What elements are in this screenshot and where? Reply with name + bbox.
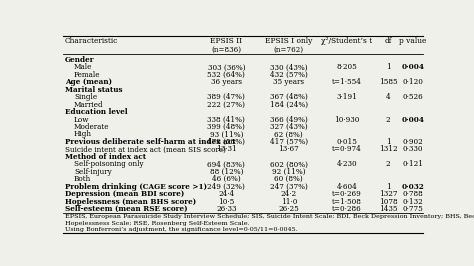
Text: High: High bbox=[74, 131, 92, 139]
Text: p value: p value bbox=[399, 37, 427, 45]
Text: 0·120: 0·120 bbox=[402, 78, 423, 86]
Text: 62 (8%): 62 (8%) bbox=[274, 131, 303, 139]
Text: 1312: 1312 bbox=[379, 146, 397, 153]
Text: t=0·974: t=0·974 bbox=[332, 146, 362, 153]
Text: df: df bbox=[384, 37, 392, 45]
Text: 694 (83%): 694 (83%) bbox=[208, 160, 246, 168]
Text: 24·2: 24·2 bbox=[281, 190, 297, 198]
Text: Method of index act: Method of index act bbox=[65, 153, 146, 161]
Text: 0·032: 0·032 bbox=[401, 183, 424, 191]
Text: 1435: 1435 bbox=[379, 205, 397, 213]
Text: 0·121: 0·121 bbox=[402, 160, 423, 168]
Text: 88 (12%): 88 (12%) bbox=[210, 168, 243, 176]
Text: Marital status: Marital status bbox=[65, 86, 122, 94]
Text: EPSIS II: EPSIS II bbox=[210, 37, 243, 45]
Text: 24·4: 24·4 bbox=[219, 190, 235, 198]
Text: (n=836): (n=836) bbox=[211, 45, 241, 53]
Text: 10·5: 10·5 bbox=[218, 198, 235, 206]
Text: 432 (57%): 432 (57%) bbox=[270, 71, 308, 79]
Text: 249 (32%): 249 (32%) bbox=[208, 183, 246, 191]
Text: 36 years: 36 years bbox=[211, 78, 242, 86]
Text: 184 (24%): 184 (24%) bbox=[270, 101, 308, 109]
Text: 1078: 1078 bbox=[379, 198, 397, 206]
Text: Moderate: Moderate bbox=[74, 123, 109, 131]
Text: 0·526: 0·526 bbox=[402, 93, 423, 101]
Text: 367 (48%): 367 (48%) bbox=[270, 93, 308, 101]
Text: 303 (36%): 303 (36%) bbox=[208, 63, 245, 71]
Text: Self-poisoning only: Self-poisoning only bbox=[74, 160, 144, 168]
Text: 4·230: 4·230 bbox=[337, 160, 357, 168]
Text: t=0·286: t=0·286 bbox=[332, 205, 362, 213]
Text: 247 (37%): 247 (37%) bbox=[270, 183, 308, 191]
Text: 11·0: 11·0 bbox=[281, 198, 297, 206]
Text: 2: 2 bbox=[386, 115, 391, 124]
Text: 26·33: 26·33 bbox=[216, 205, 237, 213]
Text: 10·930: 10·930 bbox=[334, 115, 359, 124]
Text: Female: Female bbox=[74, 71, 100, 79]
Text: 92 (11%): 92 (11%) bbox=[272, 168, 306, 176]
Text: χ²/Student’s t: χ²/Student’s t bbox=[321, 37, 372, 45]
Text: Education level: Education level bbox=[65, 108, 128, 116]
Text: Self-esteem (mean RSE score): Self-esteem (mean RSE score) bbox=[65, 205, 187, 213]
Text: 478 (58%): 478 (58%) bbox=[208, 138, 246, 146]
Text: Both: Both bbox=[74, 175, 91, 183]
Text: 222 (27%): 222 (27%) bbox=[208, 101, 246, 109]
Text: 1: 1 bbox=[386, 138, 391, 146]
Text: EPSIS I only: EPSIS I only bbox=[265, 37, 312, 45]
Text: Married: Married bbox=[74, 101, 103, 109]
Text: 366 (49%): 366 (49%) bbox=[270, 115, 308, 124]
Text: 4: 4 bbox=[386, 93, 391, 101]
Text: t=1·508: t=1·508 bbox=[332, 198, 362, 206]
Text: 0·902: 0·902 bbox=[402, 138, 423, 146]
Text: 338 (41%): 338 (41%) bbox=[208, 115, 246, 124]
Text: 0·132: 0·132 bbox=[402, 198, 423, 206]
Text: Male: Male bbox=[74, 63, 92, 71]
Text: 330 (43%): 330 (43%) bbox=[270, 63, 308, 71]
Text: 0·788: 0·788 bbox=[402, 190, 423, 198]
Text: Hopelessness Scale; RSE, Rosenberg Self-Esteem Scale.: Hopelessness Scale; RSE, Rosenberg Self-… bbox=[65, 221, 249, 226]
Text: 417 (57%): 417 (57%) bbox=[270, 138, 308, 146]
Text: 1: 1 bbox=[386, 183, 391, 191]
Text: Problem drinking (CAGE score >1): Problem drinking (CAGE score >1) bbox=[65, 183, 207, 191]
Text: 35 years: 35 years bbox=[273, 78, 304, 86]
Text: 1: 1 bbox=[386, 63, 391, 71]
Text: Gender: Gender bbox=[65, 56, 94, 64]
Text: 602 (80%): 602 (80%) bbox=[270, 160, 308, 168]
Text: 8·205: 8·205 bbox=[337, 63, 357, 71]
Text: Single: Single bbox=[74, 93, 97, 101]
Text: 389 (47%): 389 (47%) bbox=[208, 93, 246, 101]
Text: 60 (8%): 60 (8%) bbox=[274, 175, 303, 183]
Text: Hopelessness (mean BHS score): Hopelessness (mean BHS score) bbox=[65, 198, 196, 206]
Text: t=0·269: t=0·269 bbox=[332, 190, 362, 198]
Text: 0·015: 0·015 bbox=[336, 138, 357, 146]
Text: 26·25: 26·25 bbox=[278, 205, 299, 213]
Text: Age (mean): Age (mean) bbox=[65, 78, 112, 86]
Text: 532 (64%): 532 (64%) bbox=[208, 71, 246, 79]
Text: 93 (11%): 93 (11%) bbox=[210, 131, 243, 139]
Text: 3·191: 3·191 bbox=[336, 93, 357, 101]
Text: Low: Low bbox=[74, 115, 90, 124]
Text: Using Bonferroni’s adjustment, the significance level=0·05/11=0·0045.: Using Bonferroni’s adjustment, the signi… bbox=[65, 227, 297, 232]
Text: 4·604: 4·604 bbox=[337, 183, 357, 191]
Text: 327 (43%): 327 (43%) bbox=[270, 123, 308, 131]
Text: 399 (48%): 399 (48%) bbox=[208, 123, 246, 131]
Text: 46 (6%): 46 (6%) bbox=[212, 175, 241, 183]
Text: 13·31: 13·31 bbox=[216, 146, 237, 153]
Text: (n=762): (n=762) bbox=[274, 45, 304, 53]
Text: t=1·554: t=1·554 bbox=[332, 78, 362, 86]
Text: Depression (mean BDI score): Depression (mean BDI score) bbox=[65, 190, 184, 198]
Text: Previous deliberate self-harm at index act: Previous deliberate self-harm at index a… bbox=[65, 138, 236, 146]
Text: EPSIS, European Parasuicide Study Interview Schedule; SIS, Suicide Intent Scale;: EPSIS, European Parasuicide Study Interv… bbox=[65, 214, 474, 219]
Text: Self-injury: Self-injury bbox=[74, 168, 112, 176]
Text: 0·004: 0·004 bbox=[401, 63, 424, 71]
Text: 2: 2 bbox=[386, 160, 391, 168]
Text: 0·775: 0·775 bbox=[402, 205, 423, 213]
Text: Suicide intent at index act (mean SIS score): Suicide intent at index act (mean SIS sc… bbox=[65, 146, 226, 153]
Text: 0·004: 0·004 bbox=[401, 115, 424, 124]
Text: 13·67: 13·67 bbox=[278, 146, 299, 153]
Text: 0·330: 0·330 bbox=[402, 146, 423, 153]
Text: Characteristic: Characteristic bbox=[65, 37, 118, 45]
Text: 1585: 1585 bbox=[379, 78, 397, 86]
Text: 1327: 1327 bbox=[379, 190, 397, 198]
